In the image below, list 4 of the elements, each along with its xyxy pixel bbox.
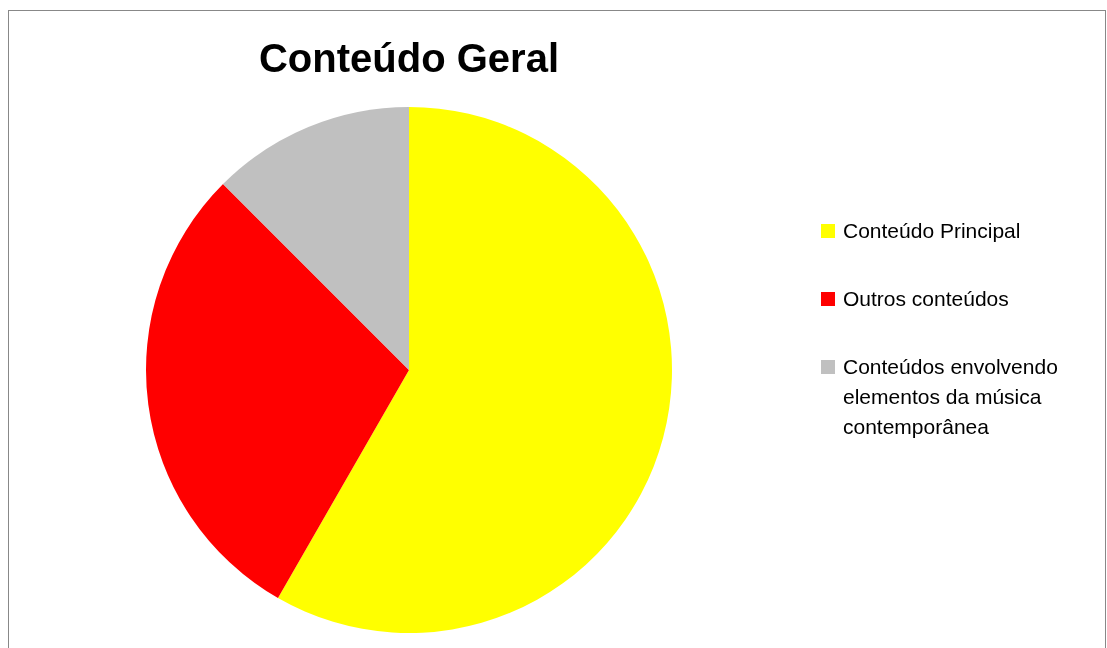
chart-title: Conteúdo Geral: [258, 36, 560, 81]
legend-label: Outros conteúdos: [843, 286, 1009, 312]
legend-label: Conteúdos envolvendo elementos da música contemporânea: [843, 354, 1059, 440]
legend-label: Conteúdo Principal: [843, 218, 1021, 244]
